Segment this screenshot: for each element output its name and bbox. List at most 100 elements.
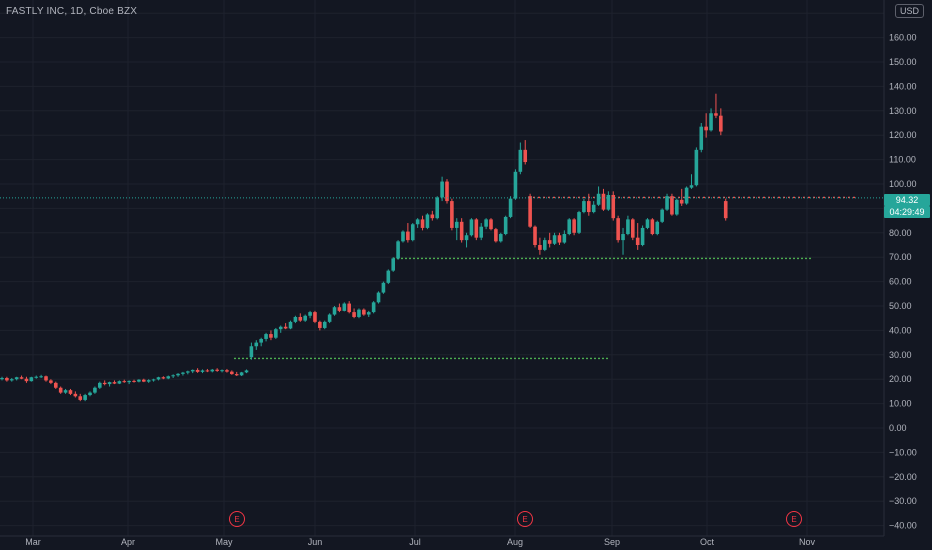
candle (684, 187, 689, 204)
candle (704, 126, 708, 131)
price-axis[interactable]: −40.00 −30.00 −20.00 −10.00 0.00 10.00 20.00 30… (889, 33, 917, 531)
time-tick-label: Apr (121, 537, 135, 547)
last-price-label: 94.32 (884, 194, 930, 206)
candle (215, 369, 219, 371)
candle (679, 199, 684, 204)
candle (249, 346, 254, 358)
candle (391, 258, 395, 271)
candle (518, 149, 523, 172)
candle (19, 377, 24, 379)
candle (601, 193, 606, 210)
candle (181, 372, 185, 374)
candle (596, 193, 601, 205)
candle (435, 197, 440, 219)
candle (34, 376, 39, 378)
candle (98, 382, 102, 388)
price-tick-label: −40.00 (889, 521, 917, 531)
candle (14, 377, 19, 380)
candle (53, 382, 58, 388)
candle (464, 235, 469, 241)
time-tick-label: Nov (799, 537, 816, 547)
countdown-label: 04:29:49 (884, 206, 930, 218)
candle (415, 219, 420, 225)
time-tick-label: May (215, 537, 233, 547)
candle (244, 370, 249, 373)
candle (459, 221, 464, 241)
price-tick-label: 30.00 (889, 350, 912, 360)
price-tick-label: −10.00 (889, 447, 917, 457)
candle (274, 329, 278, 338)
candle (660, 209, 664, 222)
currency-badge[interactable]: USD (894, 4, 924, 18)
candle (58, 387, 63, 393)
time-tick-label: Aug (507, 537, 523, 547)
candle (528, 196, 532, 227)
candle (264, 334, 268, 339)
candle (699, 126, 704, 150)
candle (308, 312, 312, 316)
candle (171, 375, 175, 377)
candle (102, 382, 107, 385)
candle (337, 307, 342, 311)
candle (420, 219, 425, 228)
candle (587, 201, 591, 213)
candle (146, 380, 151, 382)
candle (552, 235, 557, 244)
candle (655, 221, 660, 235)
candle (29, 377, 34, 382)
candle (78, 396, 83, 400)
earnings-marker-icon[interactable]: E (786, 511, 802, 527)
candle (489, 219, 493, 230)
price-tick-label: 40.00 (889, 325, 912, 335)
candle (425, 214, 430, 228)
candle (484, 219, 488, 227)
candle (49, 380, 53, 383)
candle (616, 218, 620, 241)
earnings-marker-icon[interactable]: E (229, 511, 245, 527)
candle (190, 369, 195, 372)
candle (650, 219, 655, 235)
candle (239, 372, 244, 376)
candle (538, 245, 542, 250)
candle (93, 387, 97, 393)
earnings-marker-icon[interactable]: E (517, 511, 533, 527)
candle (557, 235, 562, 243)
candle (322, 321, 327, 328)
candle (9, 379, 14, 381)
candle (494, 229, 498, 242)
candle (665, 196, 669, 210)
candle (474, 219, 479, 238)
time-tick-label: Jun (308, 537, 323, 547)
price-tick-label: 20.00 (889, 374, 912, 384)
candle (342, 303, 347, 311)
candle (567, 219, 572, 235)
time-axis[interactable]: Mar Apr May Jun Jul Aug Sep Oct Nov (25, 537, 815, 547)
candle (396, 241, 400, 259)
candle (44, 376, 48, 381)
symbol-title[interactable]: FASTLY INC, 1D, Cboe BZX (6, 6, 138, 17)
price-tick-label: 10.00 (889, 399, 912, 409)
candle (176, 373, 180, 376)
candle (5, 377, 9, 381)
candle (88, 392, 92, 396)
candle (410, 224, 415, 241)
candle (645, 219, 650, 228)
candle (582, 201, 586, 213)
candle (156, 377, 161, 380)
time-tick-label: Oct (700, 537, 715, 547)
candle (362, 309, 366, 315)
price-tick-label: 0.00 (889, 423, 907, 433)
price-tick-label: −30.00 (889, 496, 917, 506)
candle (269, 334, 273, 338)
candle (327, 314, 332, 322)
candle (376, 292, 381, 303)
price-tick-label: 100.00 (889, 179, 917, 189)
candle (542, 240, 547, 250)
candle (694, 149, 699, 186)
candle (562, 234, 567, 243)
price-tick-label: 80.00 (889, 228, 912, 238)
candle (73, 393, 78, 397)
candle (479, 226, 484, 238)
candle (445, 181, 449, 202)
